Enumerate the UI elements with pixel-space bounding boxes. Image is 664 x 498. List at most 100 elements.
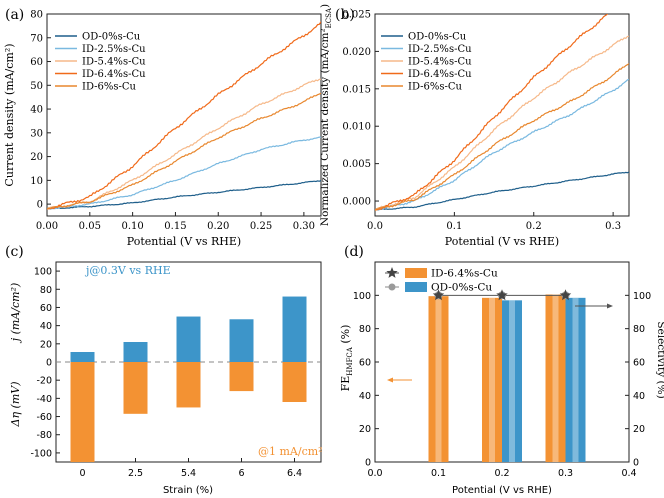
y-tick-label-left: 60 [359, 358, 371, 369]
y-tick-label-right: 100 [633, 291, 651, 302]
y-tick-label-right: 20 [633, 424, 645, 435]
x-tick-label: 6.4 [287, 468, 302, 479]
y-tick-label: -100 [30, 448, 52, 459]
y-tick-label: 40 [30, 105, 43, 116]
y-tick-label-right: 0 [633, 458, 639, 469]
plot-frame-b [374, 13, 630, 217]
annotation-c-top: j@0.3V vs RHE [84, 264, 171, 277]
axis-ticks-b: 0.0 0.1 0.2 0.3 0.000 0.005 0.010 0.015 0.020 0.0… [342, 10, 621, 233]
x-tick-label: 0.05 [79, 221, 101, 232]
bar-highlight [552, 294, 559, 462]
legend-label: OD-0%s-Cu [431, 282, 492, 294]
selectivity-marker-id [496, 289, 508, 301]
bar-OD-0%s-Cu [502, 300, 522, 462]
bar-highlight [509, 300, 515, 462]
series-line-ID-6.4%s-Cu [375, 14, 609, 211]
y-tick-label-right: 80 [633, 324, 645, 335]
y-tick-label-right: 60 [633, 358, 645, 369]
x-tick-label: 0.3 [605, 221, 621, 232]
y-tick-label: 20 [30, 152, 43, 163]
legend-circle-icon [388, 283, 396, 291]
y-tick-label: 10 [30, 176, 43, 187]
panel-d: (d) 0.0 0.1 0.2 0.3 0.4020406080100020406080… [339, 244, 664, 496]
bar-group-OD-0%s-Cu [565, 297, 586, 462]
y-tick-label: 0 [37, 200, 43, 211]
y-axis-label-d-left: FEHMFCA (%) [339, 325, 354, 392]
bar-OD-0%s-Cu [565, 297, 586, 462]
bar-j [176, 316, 201, 362]
panel-b: (b) 0.0 0.1 0.2 0.3 0.000 0.005 0.010 0.015 0.02… [319, 4, 630, 248]
x-tick-label: 0 [79, 468, 85, 479]
plot-frame-a [46, 13, 322, 217]
bar-group-ID-6.4%s-Cu [428, 296, 449, 462]
y-tick-label: 70 [30, 33, 43, 44]
y-tick-label: 80 [40, 285, 52, 296]
arrows-d [387, 303, 613, 383]
legend-label: ID-5.4%s-Cu [82, 57, 146, 68]
annotation-c-bottom: @1 mA/cm² [258, 445, 323, 458]
x-tick-label: 0.1 [446, 221, 462, 232]
series-line-ID-6%s-Cu [375, 63, 629, 212]
y-axis-label-d-end: (%) [339, 325, 352, 348]
y-tick-label: 100 [34, 267, 52, 278]
y-tick-label-left: 40 [359, 391, 371, 402]
y-tick-label: 0 [46, 358, 52, 369]
panel-c: (c) -100 -80 -60 -40 -20 0 20 40 60 80 100 0 2.5 5.4 6… [5, 244, 323, 496]
legend-label: ID-6.4%s-Cu [408, 69, 472, 80]
bar-highlight [435, 296, 442, 462]
bars-d [428, 294, 586, 462]
y-tick-label: -20 [36, 376, 52, 387]
x-axis-label-a: Potential (V vs RHE) [127, 235, 241, 248]
bar-delta-eta [70, 362, 95, 462]
x-tick-label: 0.4 [621, 468, 636, 479]
legend-swatch [405, 282, 427, 292]
y-axis-label-b-sub: ECSA [325, 7, 333, 28]
y-tick-label-left: 0 [365, 458, 371, 469]
x-tick-label: 0.00 [36, 221, 58, 232]
selectivity-marker-id [559, 289, 572, 301]
series-line-ID-2.5%s-Cu [47, 136, 321, 210]
x-tick-label: 0.0 [367, 221, 383, 232]
y-tick-label-right: 40 [633, 391, 645, 402]
bar-group-ID-6.4%s-Cu [545, 294, 566, 462]
bar-j [229, 319, 254, 362]
legend-label: ID-5.4%s-Cu [408, 57, 472, 68]
series-lines-a [47, 21, 321, 210]
y-tick-label-left: 20 [359, 424, 371, 435]
y-tick-label: 60 [40, 303, 52, 314]
y-axis-label-a: Current density (mA/cm²) [3, 43, 16, 186]
x-tick-label: 2.5 [128, 468, 143, 479]
x-tick-label: 0.15 [164, 221, 186, 232]
y-tick-label-left: 100 [353, 291, 371, 302]
bar-delta-eta [123, 362, 148, 414]
bar-group-OD-0%s-Cu [502, 300, 522, 462]
bar-j [70, 352, 95, 362]
y-axis-label-d-main: FE [339, 376, 352, 392]
panel-label-d: (d) [344, 244, 364, 260]
y-tick-label: 80 [30, 10, 43, 21]
x-tick-label: 6 [238, 468, 244, 479]
panel-label-a: (a) [5, 7, 24, 23]
x-axis-label-d: Potential (V vs RHE) [452, 485, 552, 496]
panel-label-b: (b) [335, 7, 355, 23]
series-line-ID-5.4%s-Cu [47, 78, 321, 210]
y-tick-label: 20 [40, 339, 52, 350]
y-axis-label-b-main: Normalized Current density (mA/cm² [319, 28, 331, 226]
x-tick-label: 0.2 [526, 221, 542, 232]
selectivity-line-d [432, 289, 572, 301]
legend-d: ID-6.4%s-Cu OD-0%s-Cu [385, 267, 498, 294]
y-axis-label-d-sub: HMFCA [346, 346, 354, 375]
x-tick-label: 0.1 [431, 468, 446, 479]
bar-group-ID-6.4%s-Cu [482, 297, 502, 462]
selectivity-marker-id [432, 289, 445, 301]
y-tick-label: 0.025 [342, 10, 371, 21]
y-tick-label: 0.005 [342, 159, 371, 170]
x-tick-label: 0.20 [207, 221, 229, 232]
y-axis-label-c-bottom: Δη (mV) [9, 382, 22, 428]
x-axis-label-b: Potential (V vs RHE) [445, 235, 559, 248]
y-tick-label: -60 [36, 412, 52, 423]
y-tick-label: 0.000 [342, 197, 371, 208]
y-tick-label-left: 80 [359, 324, 371, 335]
